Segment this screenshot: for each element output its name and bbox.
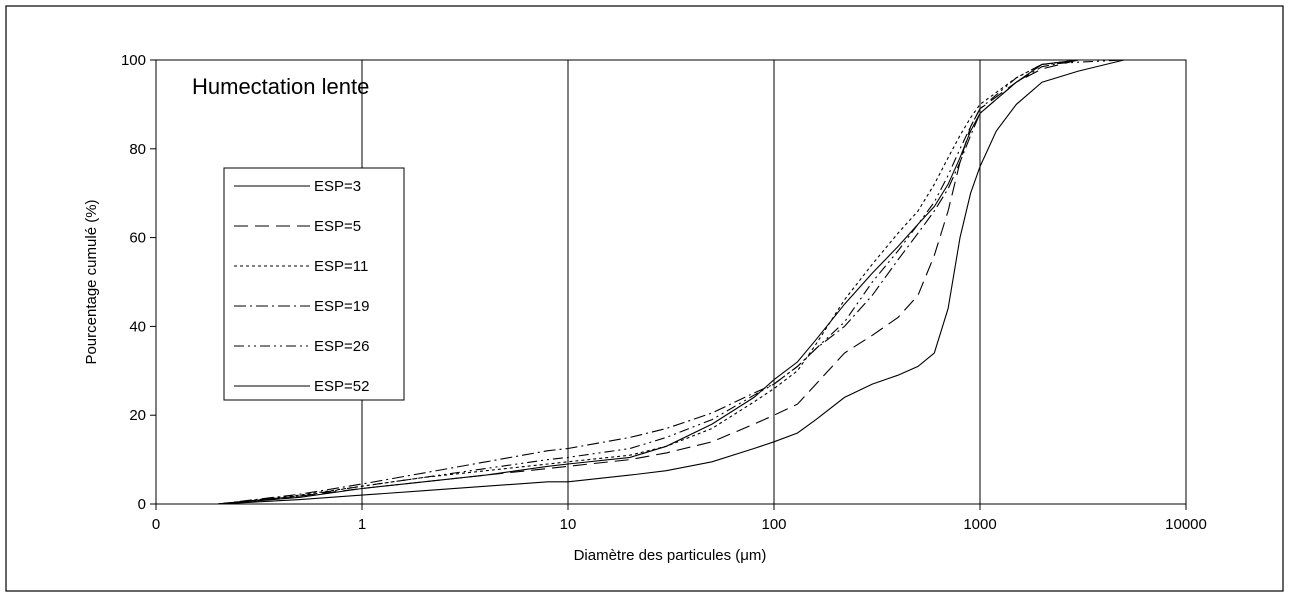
legend-label: ESP=11 [314,258,368,275]
x-tick-label: 10000 [1165,516,1207,533]
legend-label: ESP=3 [314,178,361,195]
y-tick-label: 40 [129,318,146,335]
y-axis-title: Pourcentage cumulé (%) [83,199,100,364]
chart-annotation: Humectation lente [192,74,369,99]
y-tick-label: 100 [121,52,146,69]
y-tick-label: 0 [138,496,146,513]
y-tick-label: 60 [129,230,146,247]
series-line-esp-3 [217,59,1125,505]
series-layer [217,59,1125,505]
x-tick-label: 1000 [963,516,996,533]
series-line-esp-52 [217,59,1124,505]
legend: ESP=3 ESP=5 ESP=11 ESP=19 ESP=26 ESP=52 [223,167,405,401]
series-line-esp-11 [217,59,1124,505]
x-tick-label: 0 [152,516,160,533]
legend-label: ESP=19 [314,298,369,315]
legend-label: ESP=26 [314,338,369,355]
y-tick-label: 80 [129,141,146,158]
plot-area [155,59,1187,505]
series-line-esp-26 [217,59,1125,505]
x-axis-title: Diamètre des particules (μm) [574,547,767,564]
legend-label: ESP=52 [314,378,369,395]
y-tick-label: 20 [129,407,146,424]
legend-box [223,167,405,401]
legend-label: ESP=5 [314,218,361,235]
x-tick-label: 100 [761,516,786,533]
x-tick-label: 1 [358,516,366,533]
figure-frame [5,5,1284,592]
x-tick-label: 10 [560,516,577,533]
axis-ticks: 0 1 10 100 1000 10000 0 20 40 60 80 100 [121,52,1207,533]
